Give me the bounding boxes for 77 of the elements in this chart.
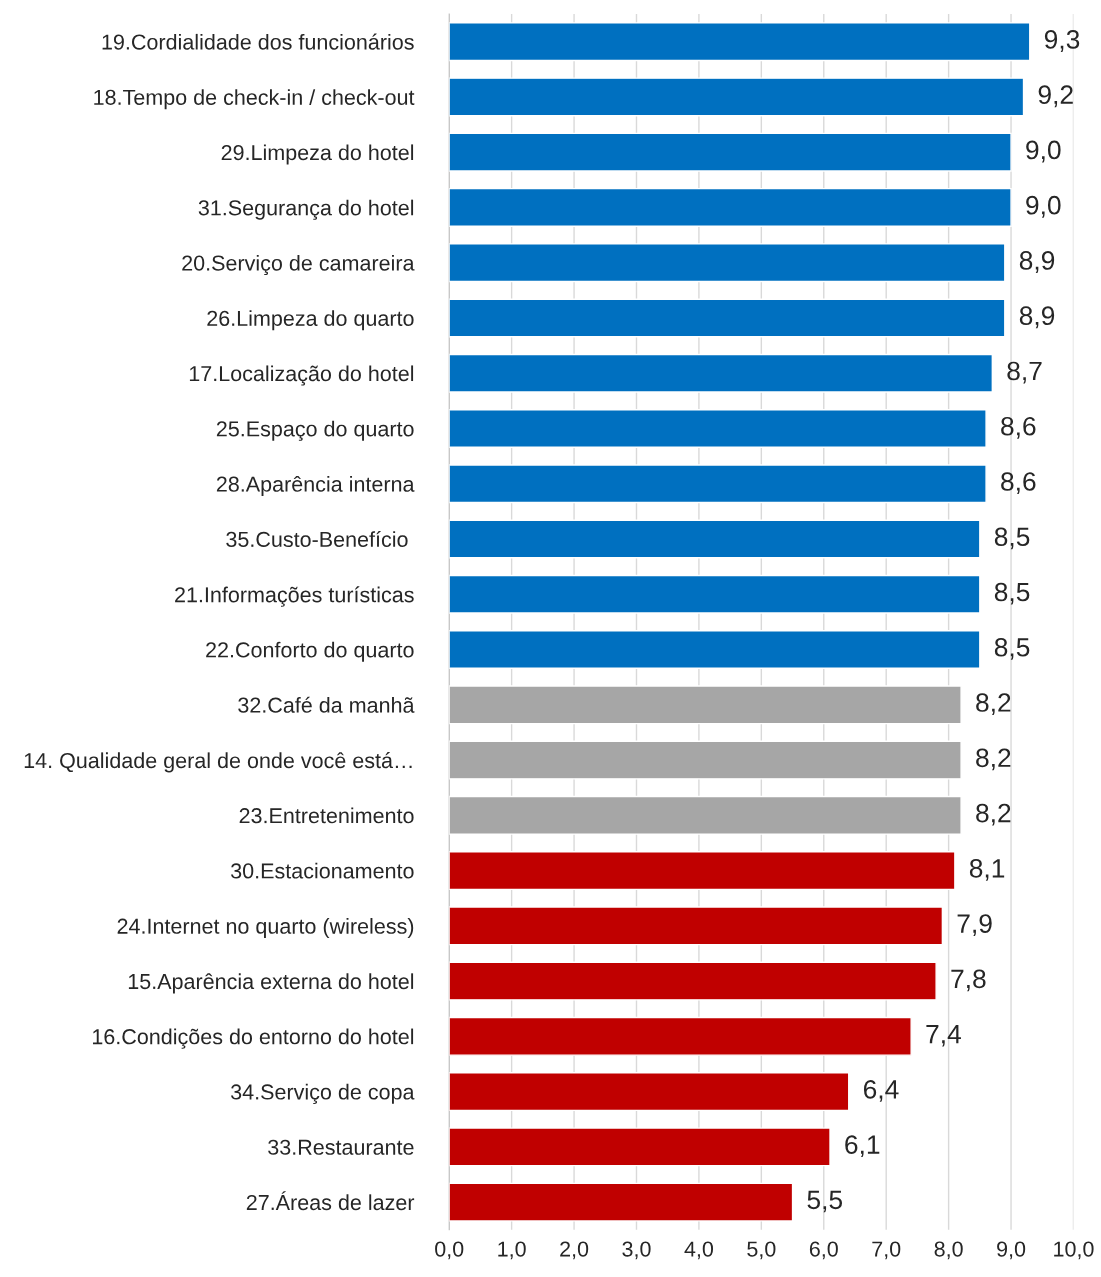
bar [449, 574, 981, 614]
bar [449, 353, 994, 393]
x-tick-label: 5,0 [747, 1241, 776, 1260]
y-tick-label: 17.Localização do hotel [189, 365, 414, 386]
data-label: 8,2 [976, 693, 1011, 715]
y-tick-label: 28.Aparência interna [216, 475, 415, 497]
y-tick-label: 23.Entretenimento [239, 807, 414, 824]
y-tick-label: 20.Serviço de camareira [182, 254, 415, 276]
y-tick-label: 18.Tempo de check-in / check-out [94, 89, 415, 110]
y-tick-label: 14. Qualidade geral de onde você está… [24, 752, 412, 773]
data-label: 9,3 [1044, 30, 1080, 52]
bar [449, 298, 1006, 338]
bar [449, 519, 981, 559]
data-label: 8,6 [1001, 416, 1036, 439]
x-tick-label: 9,0 [997, 1241, 1026, 1260]
bar [449, 1127, 831, 1167]
bar [449, 132, 1012, 172]
bar [449, 1182, 794, 1222]
y-tick-label: 27.Áreas de lazer [246, 1191, 415, 1211]
data-label: 7,9 [957, 914, 992, 937]
y-tick-label: 34.Serviço de copa [231, 1083, 415, 1104]
data-label: 8,2 [976, 803, 1011, 826]
bar [449, 187, 1012, 227]
bar [449, 243, 1006, 283]
bar [449, 740, 962, 780]
x-tick-label: 0,0 [435, 1241, 464, 1260]
bar [449, 630, 981, 670]
y-tick-label: 16.Condições do entorno do hotel [93, 1028, 414, 1049]
bar [449, 1072, 850, 1112]
y-tick-label: 22.Conforto do quarto [206, 641, 414, 662]
data-label: 9,0 [1026, 195, 1061, 218]
bar [449, 77, 1025, 117]
bar [449, 906, 944, 946]
data-label: 5,5 [807, 1190, 843, 1213]
bar [449, 1016, 912, 1056]
x-tick-label: 8,0 [934, 1241, 963, 1260]
data-label: 8,5 [994, 582, 1030, 605]
x-tick-label: 7,0 [872, 1241, 901, 1260]
bar [449, 22, 1031, 62]
data-label: 8,9 [1019, 306, 1055, 329]
data-label: 7,4 [926, 1025, 961, 1047]
y-tick-label: 26.Limpeza do quarto [207, 310, 414, 331]
data-label: 8,2 [976, 748, 1011, 771]
y-tick-label: 33.Restaurante [268, 1139, 414, 1155]
x-tick-label: 6,0 [809, 1241, 838, 1260]
y-tick-label: 24.Internet no quarto (wireless) [117, 918, 414, 939]
data-label: 6,4 [863, 1080, 899, 1102]
data-label: 9,2 [1038, 85, 1073, 108]
y-tick-label: 29.Limpeza do hotel [221, 144, 414, 165]
x-tick-label: 1,0 [498, 1241, 526, 1260]
data-label: 7,8 [951, 969, 986, 992]
y-tick-label: 32.Café da manhã [238, 696, 415, 713]
y-tick-label: 15.Aparência externa do hotel [128, 973, 414, 994]
bar [449, 409, 987, 448]
data-label: 8,7 [1007, 361, 1042, 384]
data-label: 6,1 [845, 1135, 880, 1158]
bar [449, 685, 962, 725]
y-tick-label: 21.Informações turísticas [175, 586, 414, 607]
x-tick-label: 2,0 [560, 1241, 589, 1260]
data-label: 8,9 [1019, 251, 1055, 273]
data-label: 8,1 [969, 858, 1005, 881]
data-label: 8,5 [994, 637, 1030, 660]
y-tick-label: 19.Cordialidade dos funcionários [102, 33, 414, 50]
x-tick-label: 10,0 [1054, 1241, 1094, 1260]
bar [449, 851, 956, 891]
x-tick-label: 4,0 [684, 1241, 714, 1260]
bar [449, 464, 987, 504]
bar [449, 961, 937, 1001]
y-tick-label: 31.Segurança do hotel [198, 199, 414, 220]
y-tick-label: 35.Custo-Benefício [226, 530, 408, 548]
y-tick-label: 30.Estacionamento [231, 862, 414, 879]
data-label: 9,0 [1026, 140, 1061, 163]
data-label: 8,6 [1001, 472, 1036, 494]
y-tick-label: 25.Espaço do quarto [216, 420, 414, 441]
bar [449, 795, 962, 835]
data-label: 8,5 [994, 527, 1030, 550]
x-tick-label: 3,0 [622, 1241, 651, 1260]
